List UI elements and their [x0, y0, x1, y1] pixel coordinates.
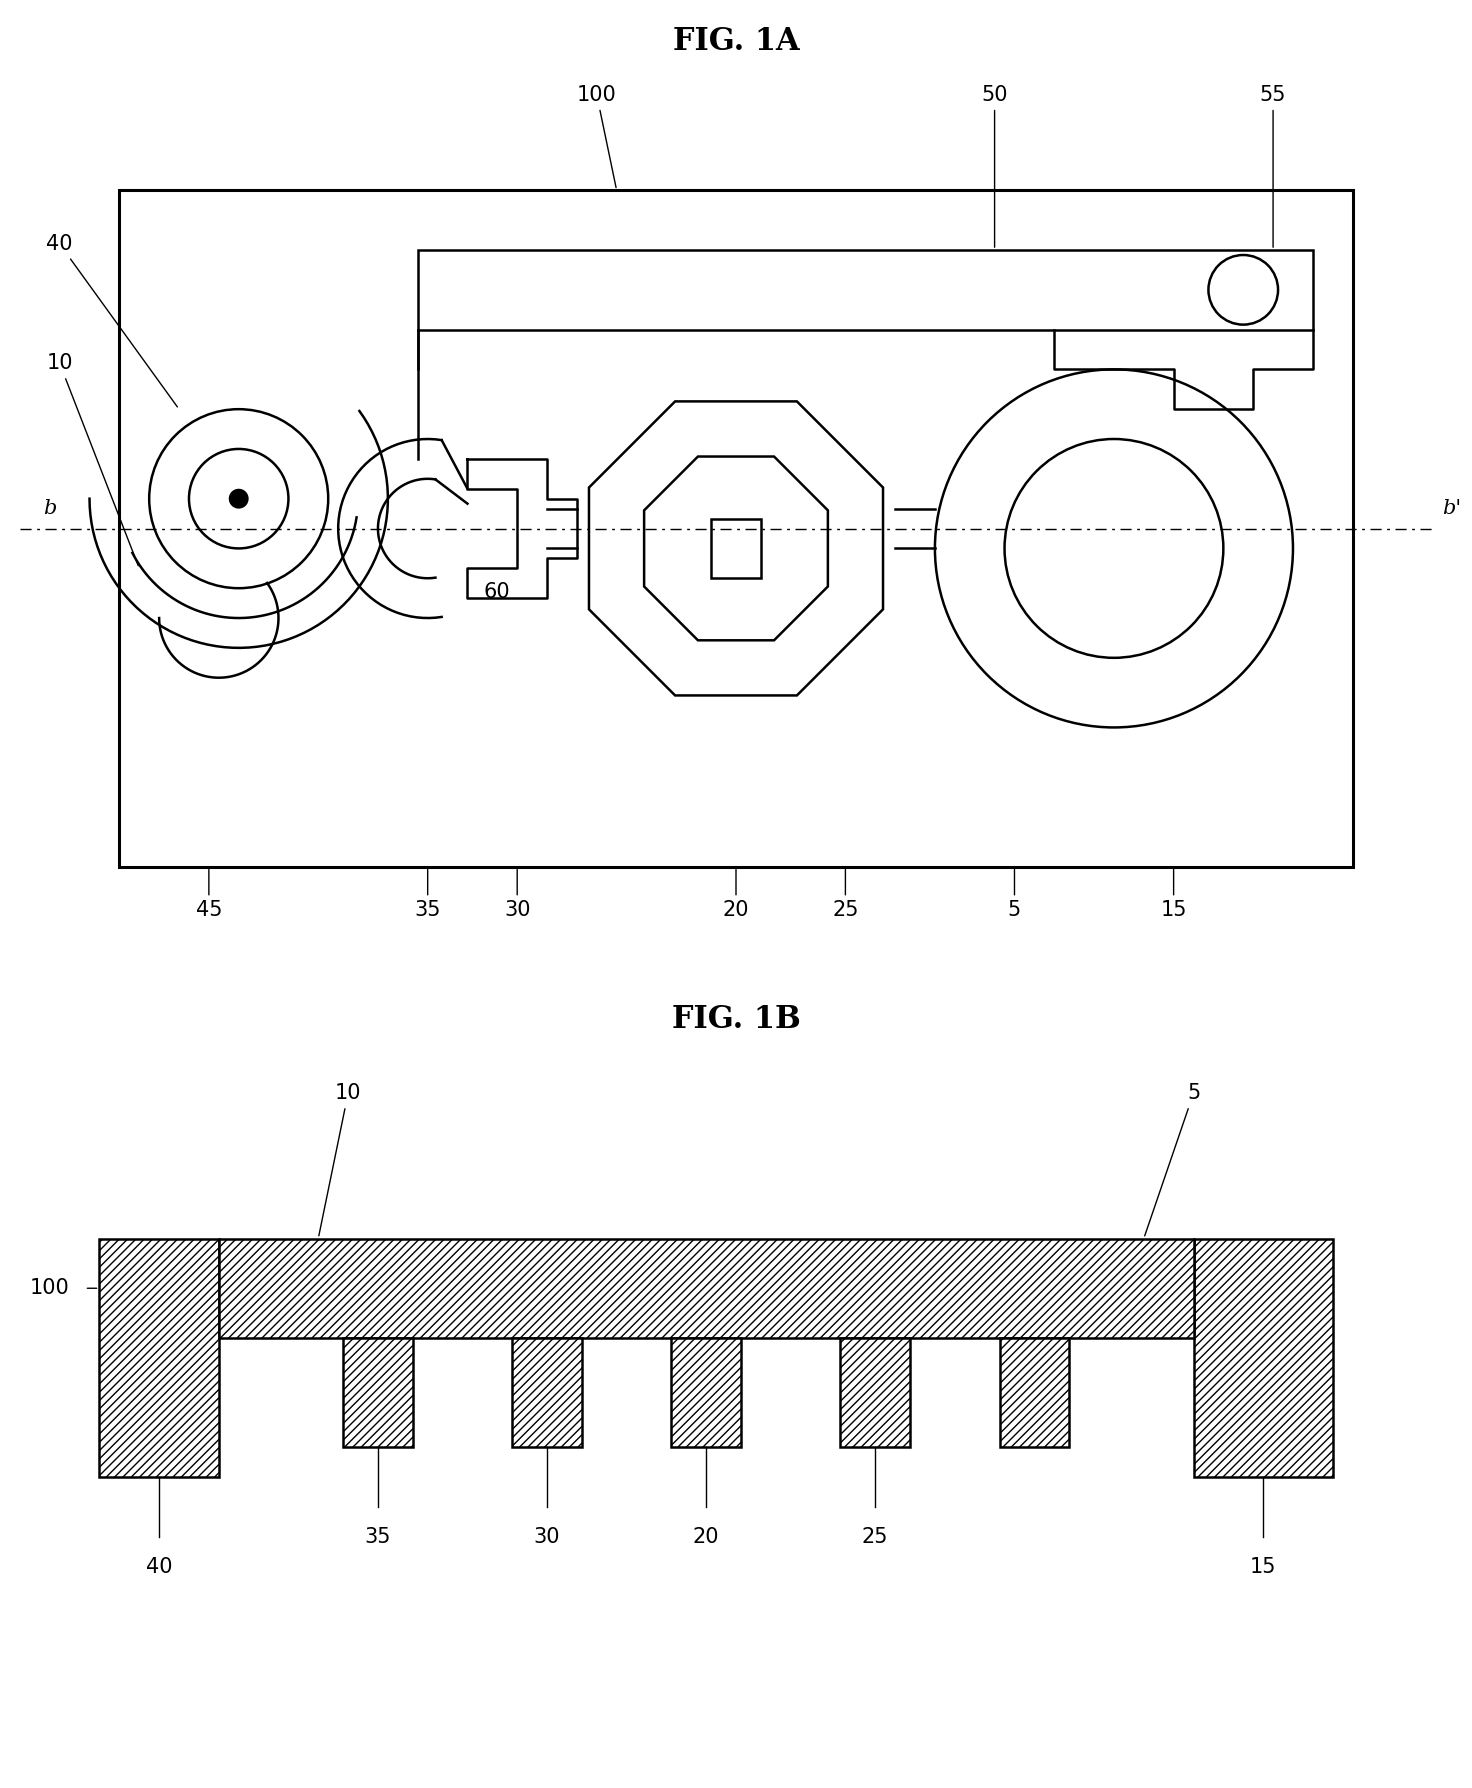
Text: 30: 30: [534, 1527, 561, 1547]
Bar: [999, 1337, 1069, 1448]
Text: 35: 35: [415, 869, 442, 921]
Bar: [418, 250, 1313, 329]
Bar: [1194, 1239, 1332, 1477]
Bar: [343, 1337, 412, 1448]
Text: 50: 50: [982, 84, 1008, 247]
Text: 45: 45: [196, 869, 222, 921]
Bar: [671, 1337, 740, 1448]
Bar: [219, 1239, 1194, 1337]
Circle shape: [228, 488, 249, 508]
Text: 100: 100: [577, 84, 617, 188]
Text: 40: 40: [47, 234, 178, 408]
Text: 15: 15: [1250, 1557, 1276, 1577]
Text: 20: 20: [693, 1527, 720, 1547]
Text: 25: 25: [832, 869, 858, 921]
Bar: [100, 1239, 219, 1477]
Text: 15: 15: [1160, 869, 1186, 921]
Text: b': b': [1443, 499, 1462, 517]
Text: 10: 10: [47, 354, 138, 565]
Text: 35: 35: [365, 1527, 392, 1547]
Text: FIG. 1A: FIG. 1A: [673, 25, 799, 57]
Bar: [711, 519, 761, 578]
Text: 20: 20: [723, 869, 749, 921]
Text: b: b: [43, 499, 56, 517]
Text: 10: 10: [319, 1084, 361, 1236]
Text: 5: 5: [1008, 869, 1022, 921]
Text: 5: 5: [1145, 1084, 1200, 1236]
Text: FIG. 1B: FIG. 1B: [671, 1005, 801, 1035]
Bar: [119, 190, 1353, 867]
Text: 100: 100: [29, 1278, 69, 1298]
Text: 60: 60: [484, 583, 511, 603]
Text: 25: 25: [863, 1527, 889, 1547]
Text: 30: 30: [503, 869, 530, 921]
Bar: [841, 1337, 910, 1448]
Text: 55: 55: [1260, 84, 1287, 247]
Bar: [512, 1337, 581, 1448]
Text: 40: 40: [146, 1557, 172, 1577]
